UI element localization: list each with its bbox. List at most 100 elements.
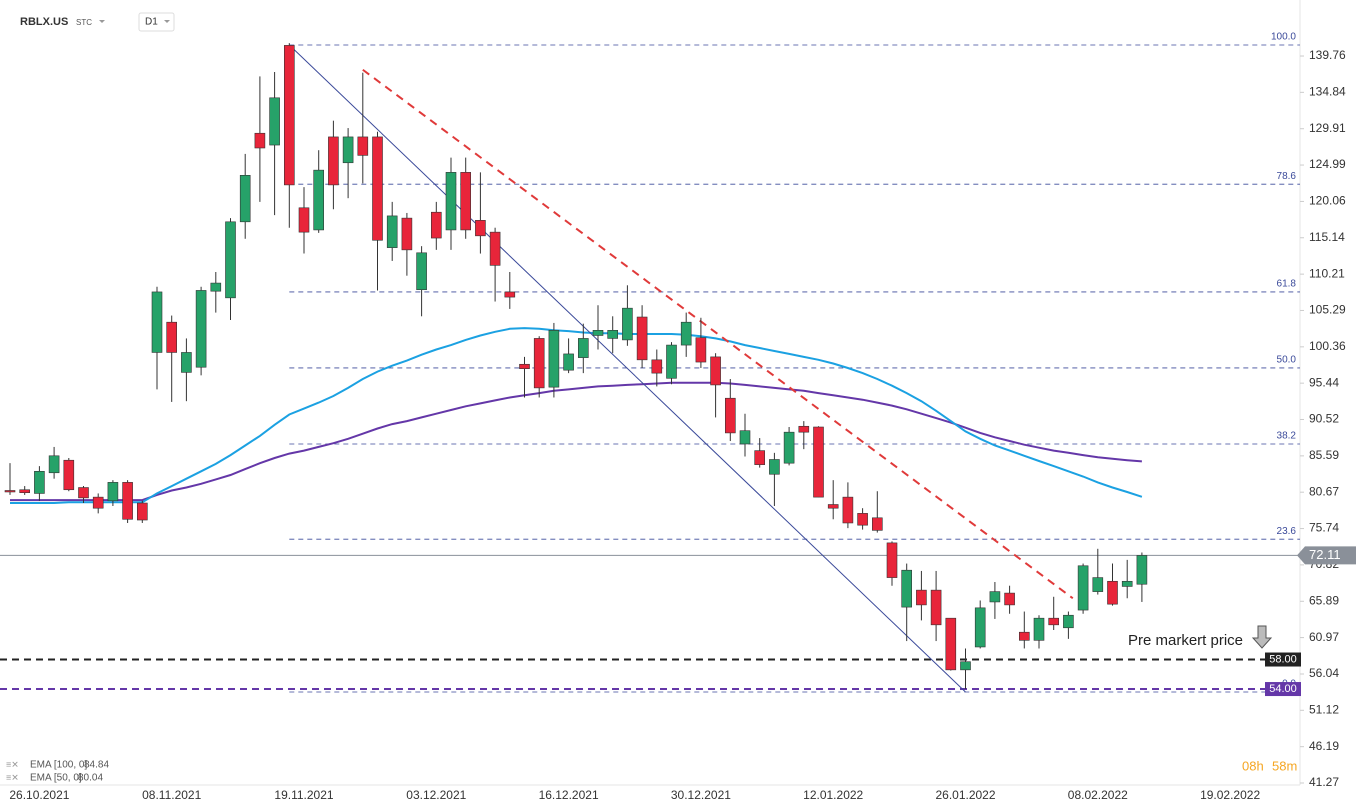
y-tick-label: 90.52 xyxy=(1309,412,1339,426)
candle-body xyxy=(283,45,295,186)
candle-body xyxy=(974,607,986,648)
candle-body xyxy=(577,338,589,358)
y-tick-label: 124.99 xyxy=(1309,157,1346,171)
candle-body xyxy=(1004,592,1015,606)
candle-body xyxy=(254,132,266,149)
legend-icon: ≡✕ xyxy=(6,759,19,769)
fib-label: 38.2 xyxy=(1277,431,1297,442)
candle-body xyxy=(92,496,104,509)
candle-body xyxy=(724,397,736,434)
x-tick-label: 08.11.2021 xyxy=(142,788,201,802)
y-tick-label: 134.84 xyxy=(1309,85,1346,99)
candle-body xyxy=(1033,617,1045,641)
candle-body xyxy=(857,513,868,526)
y-tick-label: 105.29 xyxy=(1309,303,1346,317)
candle-body xyxy=(1077,565,1089,611)
candle-body xyxy=(592,330,604,336)
legend-icon: ≡✕ xyxy=(6,772,19,782)
x-tick-label: 19.11.2021 xyxy=(274,788,333,802)
y-tick-label: 41.27 xyxy=(1309,775,1339,789)
y-tick-label: 100.36 xyxy=(1309,339,1346,353)
y-tick-label: 120.06 xyxy=(1309,194,1346,208)
candle-body xyxy=(651,359,663,374)
y-tick-label: 95.44 xyxy=(1309,375,1339,389)
y-tick-label: 51.12 xyxy=(1309,702,1339,716)
candle-body xyxy=(489,231,501,266)
candle-body xyxy=(533,338,545,389)
candle-body xyxy=(269,97,280,146)
y-tick-label: 139.76 xyxy=(1309,48,1346,62)
candle-body xyxy=(563,353,574,371)
candle-body xyxy=(78,487,89,499)
fib-label: 78.6 xyxy=(1277,171,1297,182)
candle-body xyxy=(827,504,839,509)
candle-body xyxy=(710,356,721,386)
x-tick-label: 26.10.2021 xyxy=(9,788,69,802)
candle-body xyxy=(137,502,148,521)
y-tick-label: 129.91 xyxy=(1309,121,1346,135)
trendline xyxy=(362,68,1074,600)
candle-body xyxy=(401,217,413,251)
candle-body xyxy=(813,426,824,498)
x-tick-label: 08.02.2022 xyxy=(1068,788,1128,802)
dropdown-icon[interactable] xyxy=(99,20,105,23)
legend-name: EMA [100, 0] xyxy=(30,760,87,771)
candle-body xyxy=(107,482,119,502)
x-tick-label: 26.01.2022 xyxy=(935,788,995,802)
candle-body xyxy=(548,330,560,388)
dropdown-icon[interactable] xyxy=(164,20,170,23)
candle-body xyxy=(739,430,751,445)
fib-label: 61.8 xyxy=(1277,279,1297,290)
arrow-icon xyxy=(1251,625,1273,649)
current-price-label: 72.11 xyxy=(1309,547,1341,562)
candle-body xyxy=(798,425,810,433)
candle-body xyxy=(1107,580,1118,605)
candle-body xyxy=(886,542,898,578)
x-tick-label: 16.12.2021 xyxy=(539,788,599,802)
candle-body xyxy=(1063,614,1074,629)
candle-body xyxy=(195,290,207,368)
candle-body xyxy=(945,617,957,671)
timeframe-box[interactable] xyxy=(138,12,175,32)
y-tick-label: 56.04 xyxy=(1309,666,1339,680)
legend-value: 84.84 xyxy=(84,760,109,771)
candle-body xyxy=(607,330,619,339)
legend-value: 80.04 xyxy=(78,773,103,784)
candle-body xyxy=(989,591,1001,603)
level-tag xyxy=(1265,682,1301,697)
candle-body xyxy=(1092,577,1104,592)
candle-body xyxy=(19,489,31,494)
candle-body xyxy=(4,490,16,493)
candle-body xyxy=(680,321,692,346)
candle-body xyxy=(181,352,192,373)
countdown-minutes: 58m xyxy=(1272,758,1297,773)
candle-body xyxy=(357,136,369,156)
candle-body xyxy=(519,363,530,369)
candle-body xyxy=(916,589,927,606)
candle-body xyxy=(298,207,310,233)
y-tick-label: 75.74 xyxy=(1309,521,1339,535)
symbol[interactable]: RBLX.US xyxy=(20,16,68,28)
candle-body xyxy=(372,136,383,241)
candle-body xyxy=(122,482,133,520)
x-tick-label: 03.12.2021 xyxy=(406,788,466,802)
candle-body xyxy=(1018,631,1030,641)
candle-body xyxy=(1136,555,1148,585)
candle-body xyxy=(239,175,251,223)
candle-body xyxy=(460,172,472,231)
y-tick-label: 115.14 xyxy=(1309,230,1345,244)
candle-body xyxy=(754,450,766,465)
candle-body xyxy=(166,321,177,353)
annotation: Pre markert price xyxy=(1128,632,1243,649)
candle-body xyxy=(328,136,339,186)
timeframe[interactable]: D1 xyxy=(145,17,158,28)
candle-body xyxy=(225,221,236,299)
x-tick-label: 30.12.2021 xyxy=(671,788,731,802)
candle-body xyxy=(386,215,398,248)
candle-body xyxy=(636,316,648,361)
candle-body xyxy=(1121,580,1133,587)
candle-body xyxy=(622,307,633,341)
candle-body xyxy=(1048,617,1059,626)
y-tick-label: 60.97 xyxy=(1309,630,1339,644)
candle-body xyxy=(151,291,163,353)
